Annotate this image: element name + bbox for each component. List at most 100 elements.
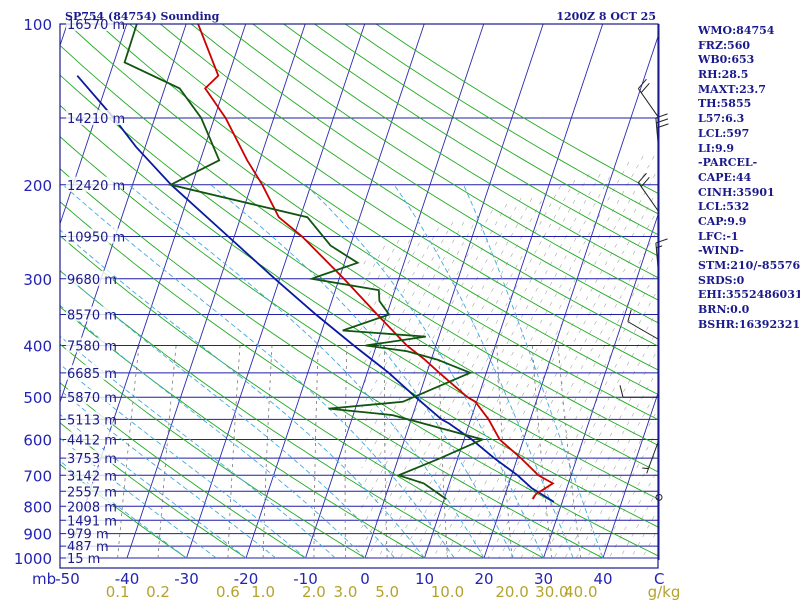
hatch-line <box>361 191 547 529</box>
moist-adiabat <box>60 437 217 559</box>
pressure-tick-label: 200 <box>23 177 52 195</box>
mixing-ratio-label: 30.0 <box>535 583 568 600</box>
barb-shaft <box>627 321 660 341</box>
hatch-line <box>443 173 656 559</box>
height-label: 12420 m <box>67 179 125 194</box>
mixing-ratio-label: 0.2 <box>146 583 170 600</box>
index-line: L57:6.3 <box>698 112 745 126</box>
pressure-tick-label: 100 <box>23 16 52 34</box>
height-label: 14210 m <box>67 112 125 127</box>
mixing-ratio-line <box>157 345 177 559</box>
mixing-ratio-label: 1.0 <box>251 583 275 600</box>
pressure-tick-label: 700 <box>23 467 52 485</box>
hatch-line <box>361 245 385 289</box>
height-label: 9680 m <box>67 273 117 288</box>
hatch-line <box>362 185 561 547</box>
pressure-unit: mb <box>32 570 56 588</box>
moist-adiabat <box>305 184 544 559</box>
moist-adiabat <box>128 184 485 559</box>
hatch-line <box>388 173 601 559</box>
isotherm-line <box>543 213 658 559</box>
barb-shaft <box>637 88 660 119</box>
hatch-line <box>366 179 576 559</box>
moist-adiabat <box>60 304 366 559</box>
temperature-tick-label: 10 <box>415 570 434 588</box>
mixing-ratio-label: 0.6 <box>216 583 240 600</box>
index-line: LFC:-1 <box>698 229 739 243</box>
hatch-line <box>362 227 439 367</box>
index-line: BRN:0.0 <box>698 303 750 317</box>
hatch-line <box>362 239 400 307</box>
barb-feather <box>640 82 650 93</box>
height-label-bg <box>66 538 105 554</box>
valid-time: 1200Z 8 OCT 25 <box>556 10 656 23</box>
hatch-line <box>476 233 656 559</box>
temperature-tick-label: 40 <box>593 570 612 588</box>
moist-adiabat <box>393 184 574 559</box>
index-line: CINH:35901 <box>698 185 775 199</box>
dry-adiabat <box>60 343 366 559</box>
dry-adiabat <box>98 24 658 395</box>
index-line: SRDS:0 <box>698 273 745 287</box>
barb-feather <box>637 78 647 89</box>
mixing-ratio-line <box>496 345 513 559</box>
moist-adiabat <box>60 363 306 559</box>
wind-barb <box>637 78 660 119</box>
height-label: 3753 m <box>67 452 117 467</box>
height-label-bg <box>66 467 113 483</box>
barb-shaft <box>646 439 660 474</box>
hatch-line <box>498 275 655 559</box>
mixing-ratio-label: 3.0 <box>334 583 358 600</box>
moist-adiabat <box>60 269 396 559</box>
mixing-ratio-line <box>117 345 140 559</box>
dry-adiabat <box>160 24 658 347</box>
height-label: 5113 m <box>67 413 117 428</box>
dry-adiabat <box>60 74 658 473</box>
isotherm-line <box>364 24 544 559</box>
mixing-ratio-label: 20.0 <box>495 583 528 600</box>
wind-barb <box>637 172 660 213</box>
wind-barb <box>642 439 660 474</box>
hatch-line <box>454 197 654 559</box>
height-label: 2557 m <box>67 485 117 500</box>
dry-adiabat <box>60 270 485 559</box>
dry-adiabat <box>60 422 247 559</box>
height-label-bg <box>66 364 113 380</box>
height-label: 7580 m <box>67 340 117 355</box>
barb-feather <box>627 309 632 322</box>
pressure-tick-label: 500 <box>23 389 52 407</box>
moist-adiabat <box>62 184 455 559</box>
dry-adiabat <box>60 306 425 559</box>
temperature-tick-label: -40 <box>115 570 140 588</box>
hatch-line <box>487 257 654 559</box>
isotherm-line <box>483 35 658 559</box>
hatch-line <box>619 497 654 559</box>
index-line: LCL:597 <box>698 126 750 140</box>
barb-shaft <box>637 182 660 213</box>
wind-barb <box>619 385 659 398</box>
height-label-bg <box>66 110 121 126</box>
temperature-tick-label: 30 <box>534 570 553 588</box>
hatch-line <box>575 413 656 559</box>
pressure-tick-label: 600 <box>23 432 52 450</box>
index-line: CAP:9.9 <box>698 214 747 228</box>
barb-feather <box>637 172 647 183</box>
dry-adiabat <box>221 24 658 301</box>
mixing-ratio-label: 2.0 <box>302 583 326 600</box>
height-label: 15 m <box>67 552 100 567</box>
height-label-bg <box>66 16 121 31</box>
moist-adiabat <box>210 184 515 559</box>
temperature-unit: C <box>654 570 664 588</box>
isotherm-line <box>245 24 425 559</box>
isotherm-line <box>186 24 366 559</box>
hatch-line <box>360 239 411 331</box>
index-line: WB0:653 <box>698 53 755 67</box>
moist-adiabat <box>60 389 277 559</box>
mixing-ratio-label: 0.1 <box>106 583 130 600</box>
mixing-ratio-label: 10.0 <box>431 583 464 600</box>
height-label-bg <box>66 337 113 353</box>
height-label: 4412 m <box>67 434 117 449</box>
index-line: LCL:532 <box>698 200 750 214</box>
mixing-ratio-line <box>557 345 582 559</box>
